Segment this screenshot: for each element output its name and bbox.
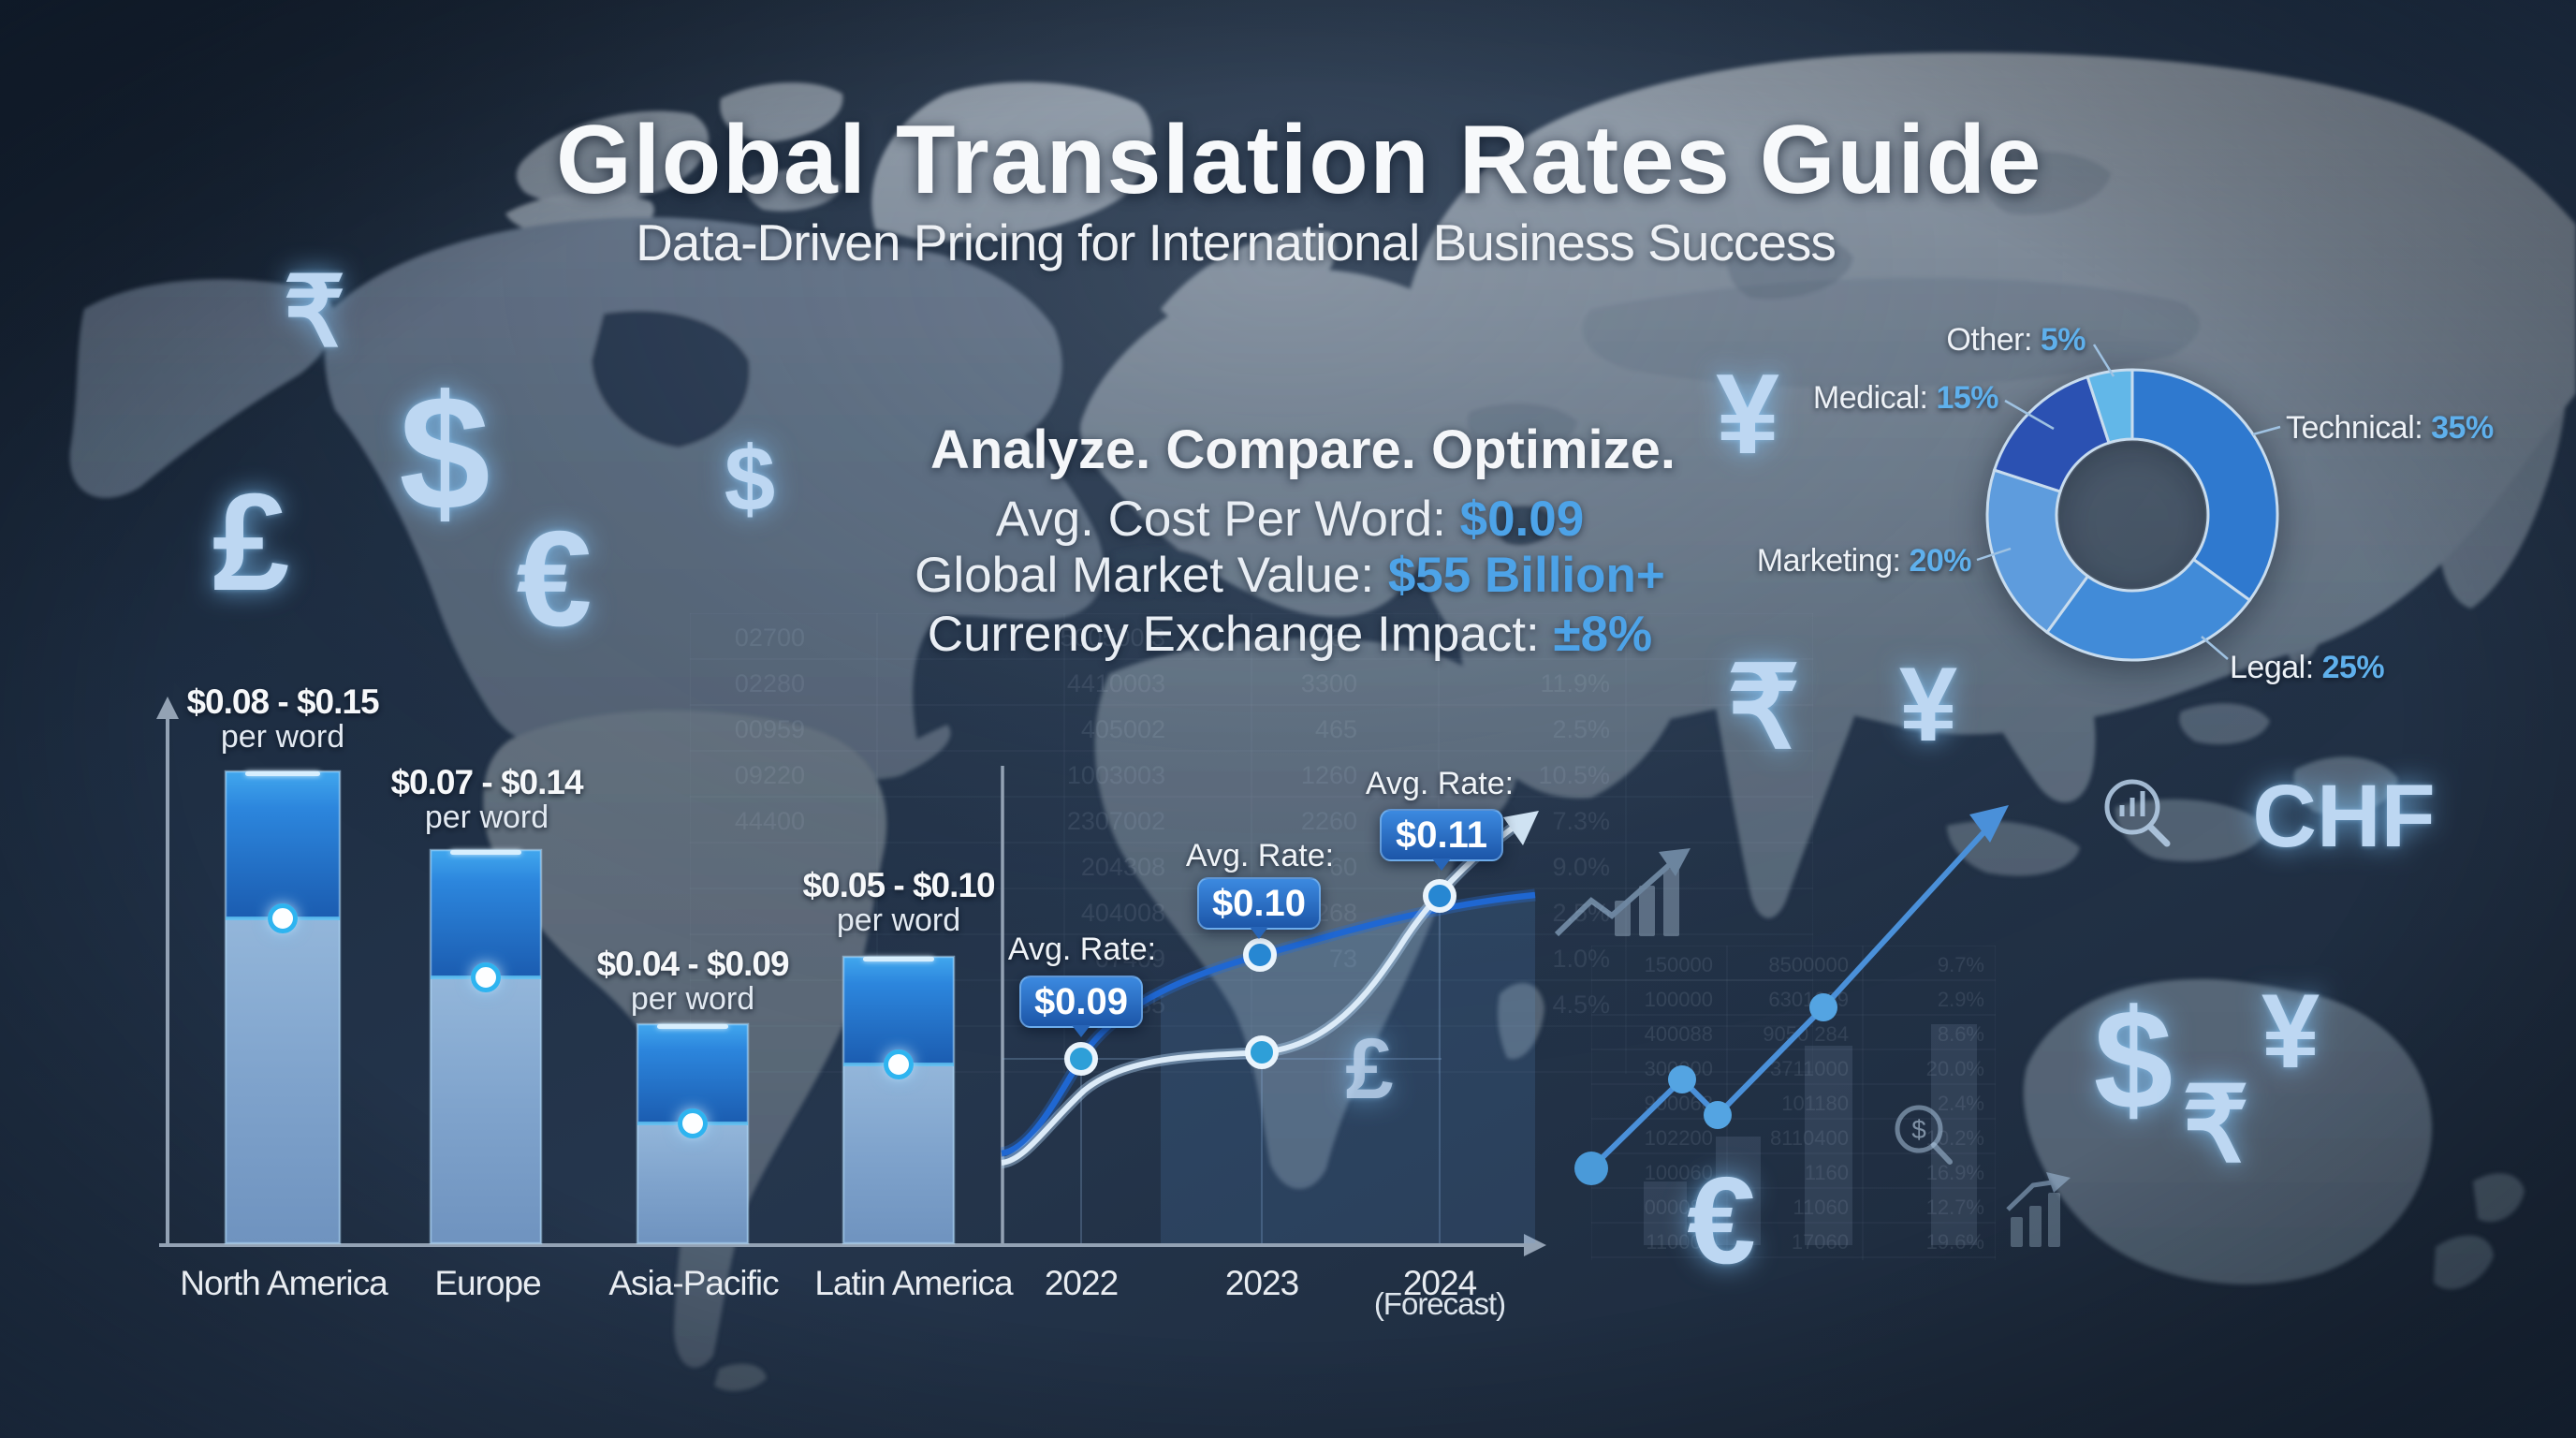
svg-text:405002: 405002 xyxy=(1081,715,1165,743)
svg-text:4.5%: 4.5% xyxy=(1552,990,1610,1019)
svg-text:44400: 44400 xyxy=(735,807,805,835)
svg-text:09220: 09220 xyxy=(735,761,805,789)
svg-text:2307002: 2307002 xyxy=(1067,807,1165,835)
svg-text:102200: 102200 xyxy=(1645,1126,1713,1150)
svg-text:7.3%: 7.3% xyxy=(1552,807,1610,835)
svg-text:12.7%: 12.7% xyxy=(1926,1196,1984,1219)
svg-text:8110400: 8110400 xyxy=(1770,1126,1849,1150)
svg-text:8.6%: 8.6% xyxy=(1938,1022,1984,1046)
svg-text:3711000: 3711000 xyxy=(1770,1057,1849,1080)
svg-text:2.5%: 2.5% xyxy=(1552,715,1610,743)
svg-text:19.6%: 19.6% xyxy=(1926,1230,1984,1254)
svg-text:4410003: 4410003 xyxy=(1067,669,1165,697)
svg-text:3300: 3300 xyxy=(1301,669,1357,697)
svg-text:1260: 1260 xyxy=(1301,761,1357,789)
svg-text:02700: 02700 xyxy=(735,624,805,652)
svg-text:73: 73 xyxy=(1329,945,1357,973)
svg-text:8500000: 8500000 xyxy=(1768,953,1849,976)
svg-text:9.7%: 9.7% xyxy=(1938,953,1984,976)
svg-text:1.0%: 1.0% xyxy=(1552,945,1610,973)
svg-text:20.0%: 20.0% xyxy=(1926,1057,1984,1080)
svg-text:101180: 101180 xyxy=(1781,1092,1849,1115)
svg-text:400088: 400088 xyxy=(1645,1022,1713,1046)
svg-text:404008: 404008 xyxy=(1081,899,1165,927)
svg-text:17060: 17060 xyxy=(1792,1230,1849,1254)
svg-text:$: $ xyxy=(1911,1115,1926,1144)
svg-text:465: 465 xyxy=(1315,715,1357,743)
svg-text:000088: 000088 xyxy=(1645,1196,1713,1219)
svg-text:9.0%: 9.0% xyxy=(1552,853,1610,881)
svg-text:1160: 1160 xyxy=(1805,1161,1849,1184)
svg-text:07409: 07409 xyxy=(1095,945,1165,973)
svg-text:110004: 110004 xyxy=(1646,1230,1713,1254)
svg-text:10.5%: 10.5% xyxy=(1538,761,1610,789)
svg-text:150000: 150000 xyxy=(1645,953,1713,976)
svg-text:2260: 2260 xyxy=(1301,807,1357,835)
svg-text:2.9%: 2.9% xyxy=(1938,988,1984,1011)
svg-text:100060: 100060 xyxy=(1645,1161,1713,1184)
svg-text:100000: 100000 xyxy=(1645,988,1713,1011)
svg-text:16.9%: 16.9% xyxy=(1926,1161,1984,1184)
svg-text:02280: 02280 xyxy=(735,669,805,697)
svg-text:11060: 11060 xyxy=(1793,1196,1849,1219)
svg-text:2.4%: 2.4% xyxy=(1938,1092,1984,1115)
svg-text:00959: 00959 xyxy=(735,715,805,743)
svg-text:1003003: 1003003 xyxy=(1067,761,1165,789)
svg-text:60: 60 xyxy=(1329,853,1357,881)
svg-text:11.9%: 11.9% xyxy=(1540,669,1610,697)
svg-text:500500 3: 500500 3 xyxy=(1060,624,1165,652)
svg-text:204308: 204308 xyxy=(1081,853,1165,881)
svg-text:760: 760 xyxy=(1315,624,1357,652)
